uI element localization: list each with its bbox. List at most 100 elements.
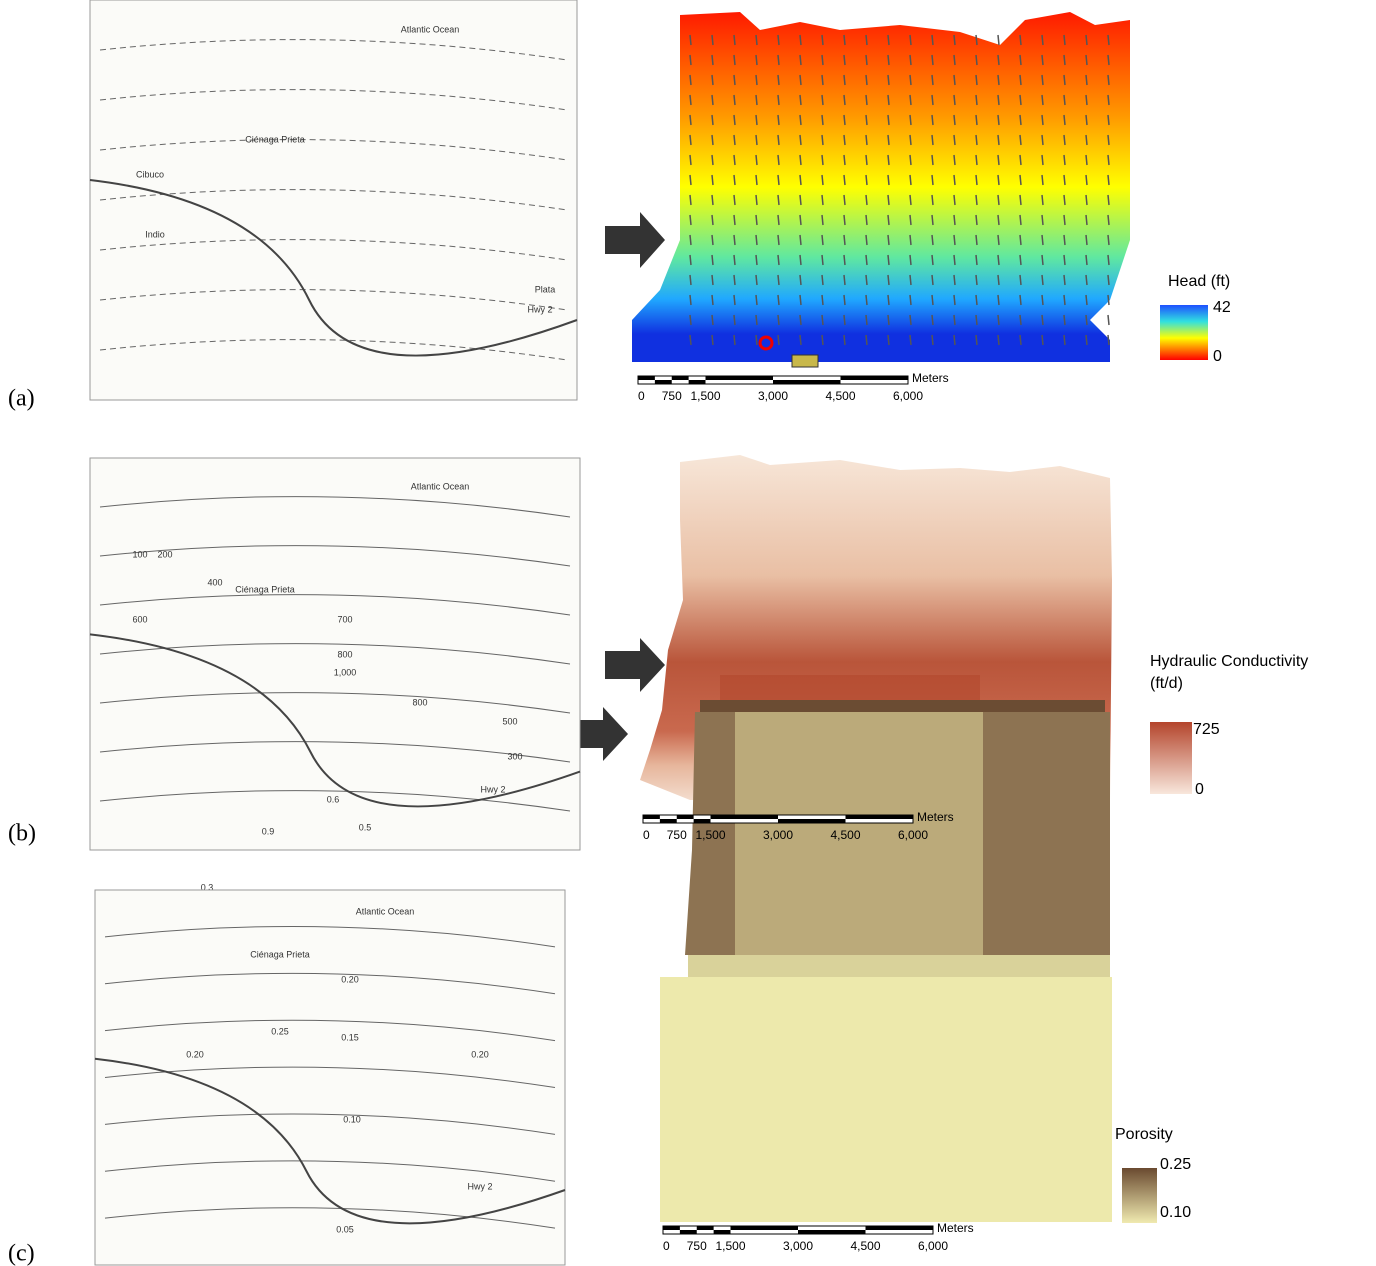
vector [932,115,933,125]
arrow [605,638,665,692]
vector [712,155,713,165]
vector [1064,275,1065,285]
vector [844,135,845,145]
vector [866,95,867,105]
vector [844,295,845,305]
vector [734,35,735,45]
map-label: 800 [412,697,427,707]
scale-tick-label: 4,500 [850,1239,880,1253]
vector [712,335,713,345]
vector [1108,35,1109,45]
vector [932,35,933,45]
map-label: Indio [145,229,165,239]
vector [778,55,779,65]
vector [954,175,955,185]
scanned-map [95,890,565,1265]
vector [844,155,845,165]
vector [690,95,691,105]
vector [1020,115,1021,125]
vector [800,215,801,225]
vector [800,135,801,145]
vector [1064,255,1065,265]
vector [866,75,867,85]
vector [1042,55,1043,65]
vector [712,75,713,85]
scale-segment [711,815,779,819]
vector [800,175,801,185]
vector [756,175,757,185]
vector [844,115,845,125]
map-label: Hwy 2 [467,1181,492,1191]
vector [822,195,823,205]
legend-max: 42 [1213,299,1231,316]
scale-tick-label: 750 [662,389,682,403]
vector [1020,195,1021,205]
vector [1108,275,1109,285]
vector [712,295,713,305]
vector [1020,55,1021,65]
map-label: Ciénaga Prieta [235,584,295,594]
vector [800,275,801,285]
vector [690,115,691,125]
vector [734,55,735,65]
vector [1042,35,1043,45]
vector [1086,215,1087,225]
vector [712,35,713,45]
vector [954,35,955,45]
vector [734,95,735,105]
map-label: Ciénaga Prieta [250,949,310,959]
vector [1020,75,1021,85]
vector [998,175,999,185]
vector [998,195,999,205]
vector [910,235,911,245]
vector [888,195,889,205]
vector [690,335,691,345]
vector [954,115,955,125]
vector [998,95,999,105]
vector [778,215,779,225]
vector [910,315,911,325]
vector [998,135,999,145]
vector [998,75,999,85]
vector [888,135,889,145]
vector [712,315,713,325]
vector [1020,155,1021,165]
vector [1042,135,1043,145]
map-label: Plata [535,284,556,294]
map-label: 0.15 [341,1032,359,1042]
vector [756,115,757,125]
vector [998,215,999,225]
legend-max: 0.25 [1160,1156,1191,1173]
vector [932,175,933,185]
vector [1064,135,1065,145]
vector [1086,175,1087,185]
vector [1086,55,1087,65]
vector [712,135,713,145]
vector [888,235,889,245]
vector [1086,295,1087,305]
vector [910,95,911,105]
vector [866,155,867,165]
vector [888,315,889,325]
vector [1042,315,1043,325]
vector [1108,335,1109,345]
vector [888,75,889,85]
vector [1042,195,1043,205]
vector [1108,135,1109,145]
vector [1064,55,1065,65]
vector [954,55,955,65]
vector [822,55,823,65]
vector [1108,175,1109,185]
vector [778,275,779,285]
vector [932,335,933,345]
vector [888,295,889,305]
vector [1020,215,1021,225]
vector [756,95,757,105]
vector [734,135,735,145]
vector [756,295,757,305]
vector [998,255,999,265]
vector [1020,235,1021,245]
panel-label: (a) [8,386,35,412]
vector [1108,95,1109,105]
vector [844,55,845,65]
